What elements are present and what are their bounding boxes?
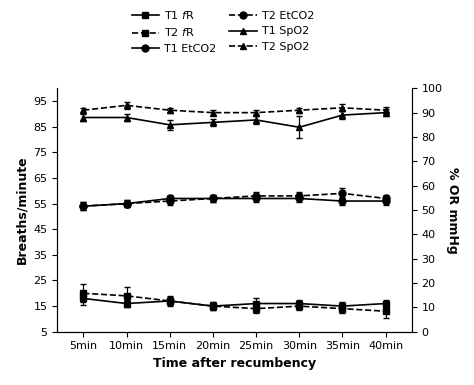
T2 EtCO2 bbox=[124, 201, 129, 206]
Line: T1 $f$R: T1 $f$R bbox=[80, 295, 389, 310]
T1 EtCO2 bbox=[124, 201, 129, 206]
T1 $f$R bbox=[296, 301, 302, 306]
T2 $f$R bbox=[340, 306, 346, 311]
T2 $f$R bbox=[296, 304, 302, 308]
Legend: T1 $f$R, T2 $f$R, T1 EtCO2, T2 EtCO2, T1 SpO2, T2 SpO2: T1 $f$R, T2 $f$R, T1 EtCO2, T2 EtCO2, T1… bbox=[128, 5, 317, 57]
T2 EtCO2 bbox=[167, 199, 173, 203]
T1 $f$R bbox=[124, 301, 129, 306]
T2 EtCO2 bbox=[340, 191, 346, 196]
T1 SpO2 bbox=[340, 113, 346, 117]
T2 SpO2 bbox=[81, 108, 86, 112]
T2 $f$R bbox=[124, 293, 129, 298]
Line: T2 EtCO2: T2 EtCO2 bbox=[80, 190, 389, 210]
T1 $f$R bbox=[81, 296, 86, 301]
T1 $f$R bbox=[253, 301, 259, 306]
T1 EtCO2 bbox=[296, 196, 302, 201]
Line: T1 SpO2: T1 SpO2 bbox=[80, 109, 389, 131]
T2 SpO2 bbox=[296, 108, 302, 112]
T2 EtCO2 bbox=[210, 196, 216, 201]
Y-axis label: % OR mmHg: % OR mmHg bbox=[446, 167, 459, 253]
T2 $f$R bbox=[210, 304, 216, 308]
T1 EtCO2 bbox=[167, 196, 173, 201]
T2 EtCO2 bbox=[383, 196, 389, 201]
T1 $f$R bbox=[167, 299, 173, 303]
T2 SpO2 bbox=[124, 103, 129, 108]
X-axis label: Time after recumbency: Time after recumbency bbox=[153, 357, 316, 370]
T2 $f$R bbox=[167, 299, 173, 303]
T2 SpO2 bbox=[210, 110, 216, 115]
T1 EtCO2 bbox=[81, 204, 86, 209]
Line: T2 SpO2: T2 SpO2 bbox=[80, 102, 389, 116]
T1 SpO2 bbox=[124, 115, 129, 120]
T2 $f$R bbox=[253, 306, 259, 311]
T2 SpO2 bbox=[383, 108, 389, 112]
T2 EtCO2 bbox=[296, 194, 302, 198]
Line: T2 $f$R: T2 $f$R bbox=[80, 290, 389, 315]
T1 EtCO2 bbox=[340, 199, 346, 203]
T2 SpO2 bbox=[167, 108, 173, 112]
T1 $f$R bbox=[210, 304, 216, 308]
T2 EtCO2 bbox=[253, 194, 259, 198]
T2 SpO2 bbox=[340, 105, 346, 110]
T1 $f$R bbox=[383, 301, 389, 306]
T1 SpO2 bbox=[253, 118, 259, 122]
Y-axis label: Breaths/minute: Breaths/minute bbox=[15, 156, 28, 264]
T1 SpO2 bbox=[210, 120, 216, 125]
T1 EtCO2 bbox=[253, 196, 259, 201]
T1 SpO2 bbox=[296, 125, 302, 130]
T2 SpO2 bbox=[253, 110, 259, 115]
T1 EtCO2 bbox=[383, 199, 389, 203]
T1 SpO2 bbox=[167, 122, 173, 127]
T2 $f$R bbox=[383, 309, 389, 313]
T2 $f$R bbox=[81, 291, 86, 296]
T1 $f$R bbox=[340, 304, 346, 308]
T1 SpO2 bbox=[81, 115, 86, 120]
T2 EtCO2 bbox=[81, 204, 86, 209]
T1 EtCO2 bbox=[210, 196, 216, 201]
Line: T1 EtCO2: T1 EtCO2 bbox=[80, 195, 389, 210]
T1 SpO2 bbox=[383, 110, 389, 115]
